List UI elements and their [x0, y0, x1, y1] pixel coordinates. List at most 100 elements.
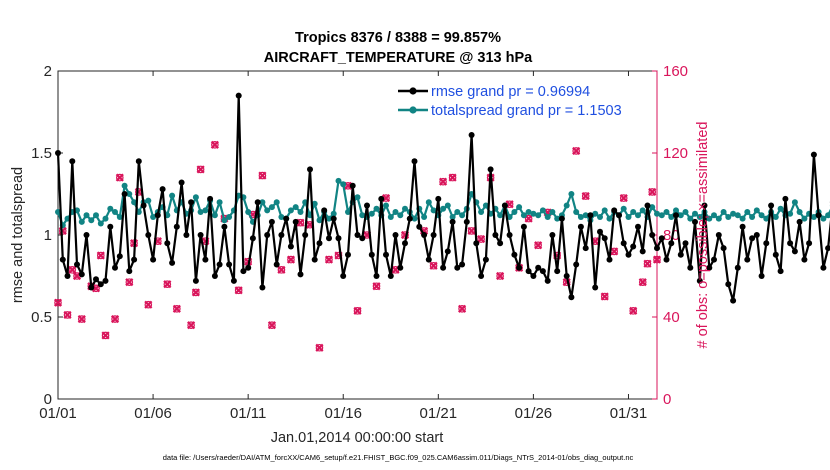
rmse-point: [112, 264, 118, 271]
obs-count-point: [277, 265, 286, 274]
totalspread-point: [411, 215, 418, 222]
obs-count-point: [458, 304, 467, 313]
rmse-point: [649, 232, 656, 238]
rmse-point: [135, 158, 142, 165]
obs-assimilated-marker: [77, 314, 86, 324]
obs-assimilated-marker: [267, 321, 277, 330]
rmse-point: [440, 264, 447, 271]
obs-count-point: [196, 165, 205, 174]
data-file-footnote: data file: /Users/raeder/DAI/ATM_forcXX/…: [163, 453, 634, 462]
obs-assimilated-marker: [53, 298, 63, 307]
rmse-point: [592, 284, 599, 291]
rmse-point: [397, 264, 404, 271]
obs-count-point: [210, 140, 219, 149]
rmse-point: [706, 264, 713, 271]
obs-assimilated-marker: [643, 259, 652, 268]
totalspread-point: [825, 212, 830, 219]
legend-spread-marker: [409, 106, 417, 114]
obs-possible-marker: [125, 278, 134, 286]
obs-possible-marker: [629, 307, 638, 315]
obs-count-point: [429, 261, 438, 270]
totalspread-point: [392, 209, 399, 215]
obs-assimilated-marker: [610, 247, 619, 256]
totalspread-point: [330, 210, 337, 217]
obs-possible-marker: [534, 241, 542, 250]
rmse-point: [630, 243, 637, 250]
rmse-point: [777, 268, 784, 275]
obs-possible-marker: [619, 194, 628, 202]
rmse-point: [411, 158, 418, 165]
rmse-point: [159, 186, 166, 193]
rmse-point: [635, 223, 641, 230]
y-right-tick-label: 0: [663, 391, 671, 408]
obs-possible-marker: [63, 311, 72, 319]
totalspread-point: [311, 200, 318, 207]
totalspread-point: [692, 210, 698, 217]
rmse-point: [249, 235, 256, 242]
obs-assimilated-marker: [210, 140, 219, 149]
y-right-axis-label: # of obs: o=possible; ×=assimilated: [695, 122, 711, 349]
rmse-point: [121, 191, 128, 197]
totalspread-point: [478, 209, 485, 215]
totalspread-point: [635, 212, 641, 219]
rmse-point: [539, 268, 546, 275]
totalspread-point: [744, 209, 751, 215]
rmse-point: [806, 240, 813, 247]
obs-assimilated-marker: [63, 310, 72, 320]
totalspread-point: [131, 199, 138, 206]
totalspread-point: [211, 212, 218, 219]
totalspread-point: [620, 205, 627, 212]
obs-possible-marker: [54, 298, 62, 307]
totalspread-point: [78, 218, 85, 225]
y-right-tick-label: 40: [663, 309, 680, 326]
obs-count-point: [638, 278, 647, 287]
totalspread-point: [112, 209, 118, 215]
rmse-point: [145, 232, 152, 238]
rmse-point: [373, 273, 380, 279]
rmse-point: [183, 232, 190, 238]
rmse-point: [558, 215, 565, 222]
rmse-point: [197, 232, 204, 238]
rmse-point: [287, 243, 294, 250]
rmse-point: [102, 277, 109, 284]
obs-count-point: [477, 235, 486, 244]
obs-assimilated-marker: [600, 292, 609, 301]
obs-possible-marker: [77, 315, 86, 323]
rmse-point: [673, 212, 679, 219]
obs-count-point: [163, 280, 172, 289]
rmse-point: [473, 240, 480, 247]
obs-possible-marker: [101, 331, 110, 340]
rmse-point: [454, 264, 461, 271]
totalspread-point: [597, 214, 603, 220]
x-tick-label: 01/26: [515, 405, 553, 422]
rmse-point: [74, 261, 80, 268]
obs-assimilated-marker: [96, 251, 105, 260]
obs-count-point: [353, 306, 362, 315]
chart-title-line2: AIRCRAFT_TEMPERATURE @ 313 hPa: [264, 50, 533, 66]
obs-count-point: [448, 173, 457, 182]
totalspread-point: [630, 209, 637, 215]
rmse-point: [525, 268, 532, 275]
totalspread-point: [278, 214, 285, 220]
rmse-point: [663, 256, 670, 263]
rmse-point: [644, 202, 651, 209]
obs-assimilated-marker: [372, 282, 381, 291]
totalspread-point: [601, 207, 608, 214]
rmse-point: [345, 251, 351, 258]
totalspread-point: [525, 209, 532, 215]
obs-assimilated-marker: [353, 306, 362, 315]
totalspread-point: [530, 210, 537, 217]
obs-possible-marker: [553, 251, 561, 260]
totalspread-point: [544, 214, 551, 220]
rmse-point: [696, 277, 703, 284]
obs-assimilated-marker: [652, 255, 662, 264]
rmse-point: [568, 294, 575, 301]
obs-possible-marker: [524, 214, 533, 223]
obs-assimilated-marker: [467, 226, 476, 235]
rmse-point: [83, 232, 90, 238]
totalspread-point: [316, 217, 323, 224]
obs-assimilated-marker: [438, 177, 448, 186]
obs-assimilated-marker: [191, 288, 200, 297]
totalspread-point: [264, 207, 271, 214]
rmse-point: [459, 261, 466, 268]
